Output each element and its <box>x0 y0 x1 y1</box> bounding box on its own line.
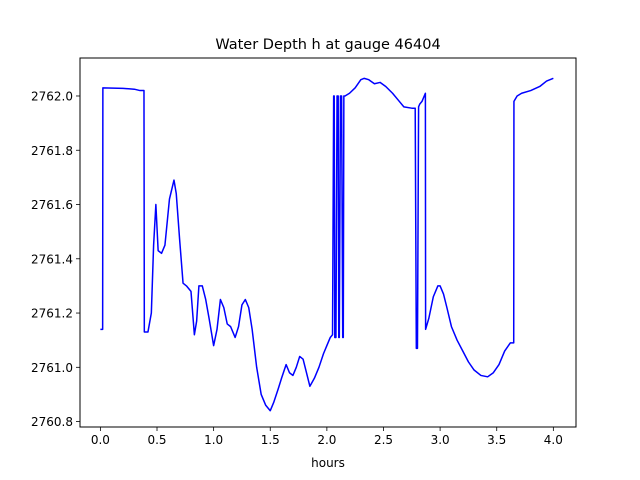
x-tick-label: 2.5 <box>374 433 393 447</box>
x-tick-label: 1.5 <box>261 433 280 447</box>
chart-title: Water Depth h at gauge 46404 <box>215 37 440 53</box>
y-tick-label: 2761.2 <box>31 307 73 321</box>
x-tick-label: 3.0 <box>431 433 450 447</box>
y-tick-label: 2761.0 <box>31 361 73 375</box>
x-axis-label: hours <box>311 456 345 470</box>
x-tick-label: 1.0 <box>204 433 223 447</box>
y-axis: 2760.8 2761.0 2761.2 2761.4 2761.6 2761.8 2762… <box>31 89 80 429</box>
y-tick-label: 2761.6 <box>31 198 73 212</box>
x-tick-label: 0.5 <box>147 433 166 447</box>
x-tick-label: 2.0 <box>317 433 336 447</box>
x-tick-label: 3.5 <box>487 433 506 447</box>
series-line-1 <box>100 77 554 412</box>
x-tick-label: 0.0 <box>91 433 110 447</box>
axes-frame <box>79 57 577 428</box>
x-axis: 0.0 0.5 1.0 1.5 2.0 2.5 3.0 3.5 4.0 <box>91 427 563 447</box>
plot-area <box>100 77 554 412</box>
y-tick-label: 2761.8 <box>31 144 73 158</box>
x-tick-label: 4.0 <box>544 433 563 447</box>
y-tick-label: 2762.0 <box>31 89 73 103</box>
y-tick-label: 2760.8 <box>31 415 73 429</box>
y-tick-label: 2761.4 <box>31 252 73 266</box>
